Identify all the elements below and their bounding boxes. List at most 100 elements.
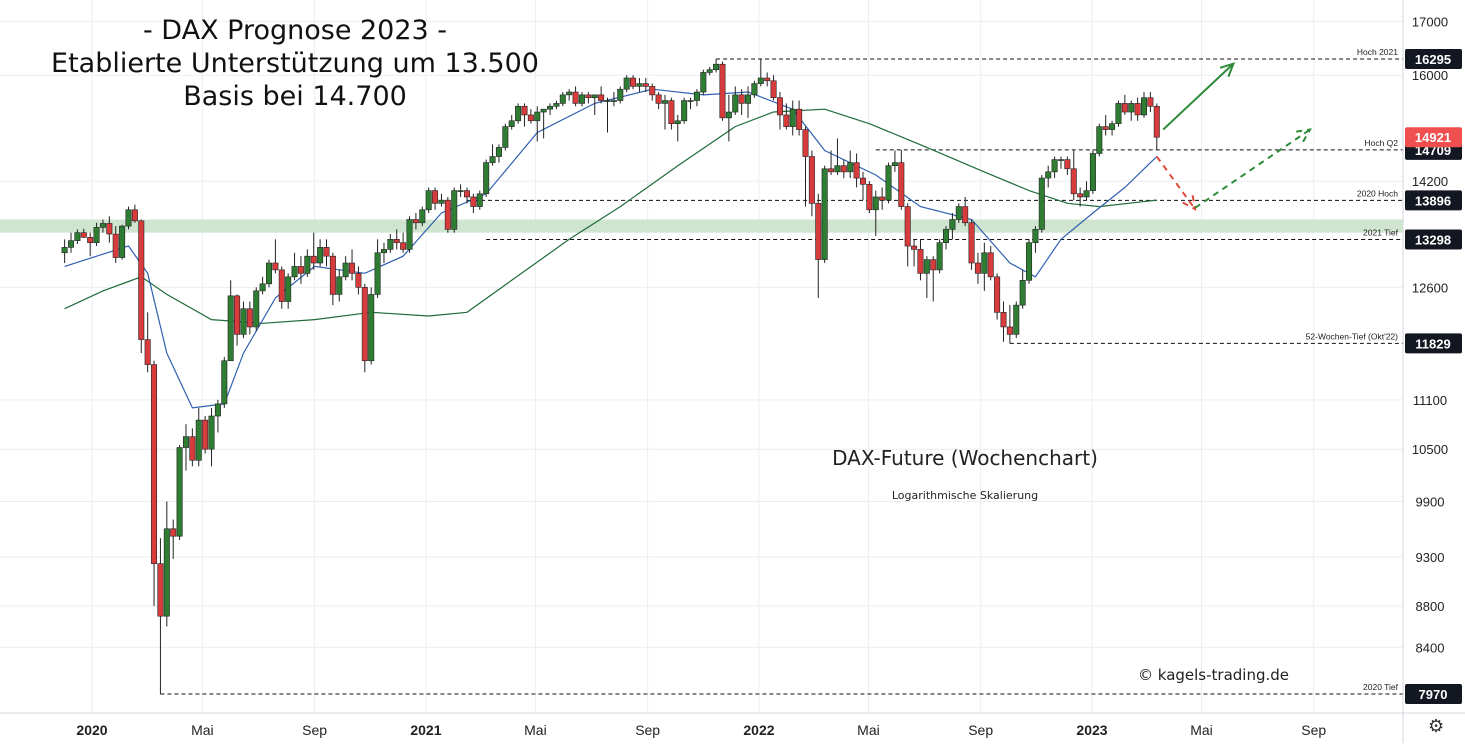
candle <box>112 226 119 264</box>
candle-body <box>438 199 445 204</box>
candle-body <box>182 436 189 448</box>
candle <box>1045 165 1052 188</box>
candle <box>508 114 515 130</box>
level-label: 2020 Hoch <box>1357 188 1398 198</box>
candle-body <box>661 100 668 104</box>
y-tick-label: 10500 <box>1412 442 1448 457</box>
candle <box>1064 156 1071 175</box>
candle-body <box>1115 103 1122 124</box>
candle <box>272 239 279 274</box>
candle <box>1083 181 1090 201</box>
candle <box>61 239 68 264</box>
candle <box>1102 114 1109 136</box>
projection-arrow <box>1162 62 1236 131</box>
candle-body <box>968 222 975 264</box>
candle <box>968 219 975 270</box>
level-label: Hoch 2021 <box>1357 47 1398 57</box>
arrow-shaft <box>1155 155 1196 210</box>
title-line-2: Etablierte Unterstützung um 13.500 <box>51 48 539 79</box>
candle-body <box>387 239 394 250</box>
candle-body <box>617 88 624 101</box>
level-label: 2020 Tief <box>1363 682 1399 692</box>
candle <box>776 92 783 130</box>
candle-body <box>1045 171 1052 179</box>
candle-body <box>681 100 688 122</box>
candle <box>170 519 177 559</box>
candle <box>214 399 221 433</box>
arrow-head <box>1219 62 1236 78</box>
candle <box>470 193 477 214</box>
candle-body <box>770 80 777 99</box>
candle <box>943 226 950 250</box>
candle <box>598 86 605 104</box>
candle-body <box>393 239 400 243</box>
y-tick-label: 9900 <box>1416 494 1445 509</box>
candle-body <box>649 86 656 96</box>
candle <box>400 232 407 253</box>
candle <box>463 187 470 204</box>
candle-body <box>706 69 713 73</box>
candle-body <box>1019 280 1026 306</box>
candle <box>725 94 732 142</box>
candle <box>355 266 362 295</box>
arrow-shaft <box>1194 128 1311 209</box>
candle <box>604 97 611 133</box>
candle <box>706 66 713 76</box>
candle-body <box>840 165 847 173</box>
projection-arrow <box>1194 128 1312 209</box>
candle <box>566 89 573 101</box>
candle <box>578 92 585 107</box>
candle-body <box>610 100 617 102</box>
candle-body <box>642 83 649 87</box>
candle-body <box>796 108 803 130</box>
candle-body <box>1121 103 1128 113</box>
y-tick-label: 11100 <box>1413 393 1447 408</box>
candle <box>821 165 828 264</box>
candle <box>617 86 624 104</box>
candle-body <box>1077 193 1084 198</box>
candle <box>515 103 522 124</box>
candle-body <box>815 203 822 260</box>
candle-body <box>930 259 937 271</box>
level-badge <box>1405 49 1462 69</box>
level-badge-value: 7970 <box>1419 687 1448 702</box>
candle <box>834 138 841 175</box>
sma-fast-line <box>64 88 1158 409</box>
candle <box>221 356 228 408</box>
candle <box>559 92 566 107</box>
candle-body <box>400 242 407 250</box>
candle <box>1089 150 1096 194</box>
candle <box>859 171 866 201</box>
candle-body <box>955 206 962 220</box>
candle-body <box>208 415 215 450</box>
gear-icon[interactable]: ⚙ <box>1428 716 1445 736</box>
candle <box>80 228 87 238</box>
candle-body <box>834 165 841 173</box>
copyright-text: © kagels-trading.de <box>1138 666 1290 684</box>
candle-body <box>106 223 113 235</box>
candle-body <box>559 94 566 104</box>
candle-body <box>1109 123 1116 130</box>
candle <box>738 89 745 115</box>
candle-body <box>566 91 573 96</box>
candle-body <box>451 190 458 230</box>
arrow-shaft <box>1162 62 1235 131</box>
candle <box>368 287 375 365</box>
candle <box>195 407 202 467</box>
candle <box>591 94 598 115</box>
candle-body <box>591 94 598 99</box>
candle <box>630 75 637 90</box>
candle-body <box>1128 103 1135 113</box>
candle <box>457 184 464 197</box>
candle-body <box>406 219 413 250</box>
candle <box>157 538 164 694</box>
candle-body <box>317 247 324 264</box>
candle-body <box>1070 168 1077 195</box>
candle <box>674 114 681 142</box>
candle-body <box>866 184 873 211</box>
candle-body <box>87 237 94 243</box>
candle-body <box>808 156 815 204</box>
